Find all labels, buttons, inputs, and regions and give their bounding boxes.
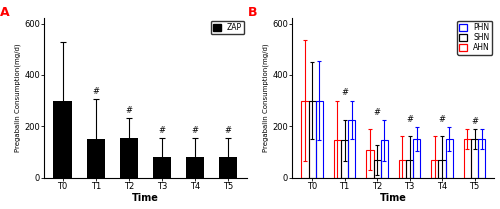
Legend: PHN, SHN, AHN: PHN, SHN, AHN: [457, 21, 492, 55]
Bar: [471, 139, 478, 177]
Text: #: #: [192, 126, 198, 135]
Bar: [308, 101, 316, 177]
Bar: [186, 158, 204, 177]
Bar: [54, 101, 72, 177]
Bar: [478, 139, 486, 177]
Text: #: #: [438, 115, 446, 124]
Bar: [399, 160, 406, 177]
Text: #: #: [341, 88, 348, 97]
Bar: [446, 139, 453, 177]
Y-axis label: Pregabalin Consumption(mg/d): Pregabalin Consumption(mg/d): [15, 44, 22, 152]
Y-axis label: Pregabalin Consumption(mg/d): Pregabalin Consumption(mg/d): [263, 44, 270, 152]
Legend: ZAP: ZAP: [211, 21, 244, 34]
Bar: [302, 101, 308, 177]
Text: A: A: [0, 6, 10, 19]
Text: B: B: [248, 6, 257, 19]
Bar: [432, 160, 438, 177]
Bar: [341, 140, 348, 177]
Text: #: #: [158, 126, 166, 135]
Bar: [464, 139, 471, 177]
X-axis label: Time: Time: [380, 194, 407, 203]
Bar: [374, 160, 380, 177]
Bar: [413, 139, 420, 177]
Bar: [438, 160, 446, 177]
Bar: [334, 140, 341, 177]
Bar: [316, 101, 323, 177]
Bar: [219, 158, 238, 177]
Text: #: #: [406, 115, 413, 124]
Bar: [120, 138, 138, 177]
Text: #: #: [92, 87, 99, 96]
Bar: [406, 160, 413, 177]
Bar: [153, 158, 171, 177]
X-axis label: Time: Time: [132, 194, 159, 203]
Text: #: #: [224, 126, 232, 135]
Bar: [380, 140, 388, 177]
Text: #: #: [374, 108, 380, 117]
Bar: [348, 120, 356, 177]
Text: #: #: [471, 117, 478, 126]
Text: #: #: [126, 106, 132, 115]
Bar: [366, 150, 374, 177]
Bar: [86, 139, 105, 177]
